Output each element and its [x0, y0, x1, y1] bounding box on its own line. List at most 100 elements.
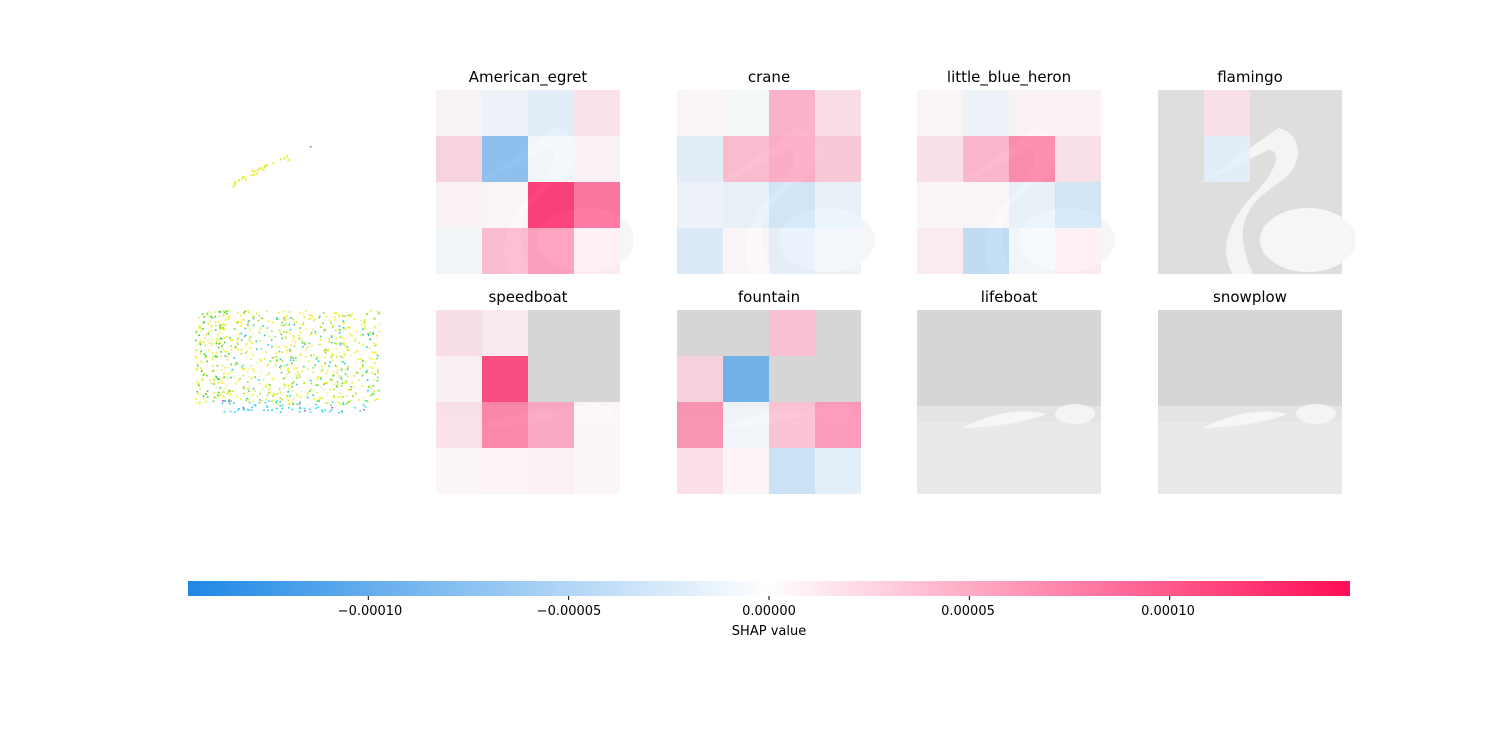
input-pixel	[228, 403, 231, 405]
input-pixel	[219, 311, 222, 313]
input-pixel	[212, 356, 214, 359]
input-pixel	[357, 358, 360, 360]
input-pixel	[199, 352, 202, 355]
input-pixel	[330, 355, 332, 358]
input-pixel	[305, 348, 308, 351]
input-pixel	[322, 312, 325, 315]
input-pixel	[281, 337, 284, 340]
input-pixel	[293, 324, 296, 326]
shap-cell	[677, 356, 723, 402]
input-pixel	[325, 349, 327, 351]
input-pixel	[308, 360, 310, 363]
input-pixel	[233, 183, 236, 186]
input-pixel	[291, 386, 293, 388]
input-pixel	[222, 347, 224, 350]
input-pixel	[243, 311, 245, 314]
input-pixel	[207, 396, 209, 398]
input-pixel	[248, 401, 251, 404]
input-pixel	[334, 316, 336, 318]
input-pixel	[213, 396, 216, 399]
input-pixel	[365, 400, 368, 402]
input-pixel	[221, 382, 224, 384]
input-pixel	[352, 375, 355, 377]
input-pixel	[293, 359, 295, 362]
input-pixel	[205, 354, 207, 357]
input-pixel	[229, 337, 231, 339]
panel-title: flamingo	[1217, 68, 1283, 86]
input-pixel	[340, 355, 342, 358]
input-pixel	[299, 311, 301, 314]
input-pixel	[344, 315, 346, 317]
input-pixel	[289, 395, 292, 397]
input-pixel	[347, 325, 350, 328]
input-pixel	[324, 356, 326, 359]
input-pixel	[345, 373, 347, 376]
shap-cell	[574, 182, 620, 228]
shap-cell	[528, 136, 574, 182]
input-pixel	[250, 409, 253, 411]
shap-cell	[528, 182, 574, 228]
input-pixel	[352, 395, 354, 398]
input-pixel	[242, 364, 245, 366]
input-pixel	[364, 400, 366, 402]
input-pixel	[255, 348, 258, 351]
input-pixel	[368, 334, 370, 336]
panel-title: American_egret	[468, 68, 588, 86]
input-pixel	[210, 325, 213, 328]
panel-title: fountain	[737, 288, 801, 306]
input-pixel	[290, 357, 293, 359]
input-pixel	[233, 328, 236, 330]
shap-cell	[436, 402, 482, 448]
input-pixel	[342, 327, 345, 329]
input-pixel	[331, 379, 334, 382]
input-pixel	[306, 403, 309, 406]
input-pixel	[372, 385, 375, 387]
input-pixel	[345, 347, 348, 350]
input-pixel	[266, 331, 269, 333]
input-pixel	[306, 396, 309, 399]
input-pixel	[222, 315, 225, 317]
input-pixel	[342, 315, 345, 317]
input-pixel	[202, 340, 205, 343]
input-pixel	[358, 399, 360, 401]
input-pixel	[296, 321, 298, 323]
input-pixel	[224, 355, 227, 357]
input-pixel	[330, 404, 332, 406]
shap-cell	[769, 310, 815, 356]
input-pixel	[350, 386, 353, 388]
input-pixel	[329, 319, 331, 322]
input-pixel	[373, 390, 375, 392]
colorbar-tick-label: −0.00005	[536, 604, 602, 619]
input-pixel	[337, 328, 340, 331]
input-pixel	[241, 347, 243, 350]
input-pixel	[337, 383, 339, 385]
input-pixel	[360, 319, 363, 322]
input-pixel	[201, 370, 204, 372]
input-pixel	[305, 310, 308, 312]
input-pixel	[197, 393, 200, 395]
shap-cell	[574, 402, 620, 448]
input-pixel	[322, 322, 324, 325]
input-pixel	[260, 348, 263, 350]
input-pixel	[242, 387, 245, 390]
input-pixel	[285, 323, 287, 326]
input-pixel	[336, 365, 338, 368]
input-pixel	[372, 392, 374, 395]
input-pixel	[208, 330, 210, 333]
input-pixel	[340, 360, 342, 363]
input-pixel	[281, 351, 283, 353]
input-pixel	[237, 379, 240, 382]
input-pixel	[377, 371, 379, 374]
input-pixel	[224, 350, 226, 353]
input-pixel	[292, 357, 294, 359]
shap-cell	[436, 310, 482, 356]
input-pixel	[340, 410, 343, 412]
input-pixel	[255, 312, 258, 315]
input-pixel	[197, 364, 199, 367]
input-pixel	[332, 371, 335, 374]
input-pixel	[250, 312, 253, 315]
input-pixel	[283, 317, 285, 320]
input-pixel	[313, 398, 315, 400]
input-pixel	[216, 333, 219, 336]
shap-cell	[815, 182, 861, 228]
